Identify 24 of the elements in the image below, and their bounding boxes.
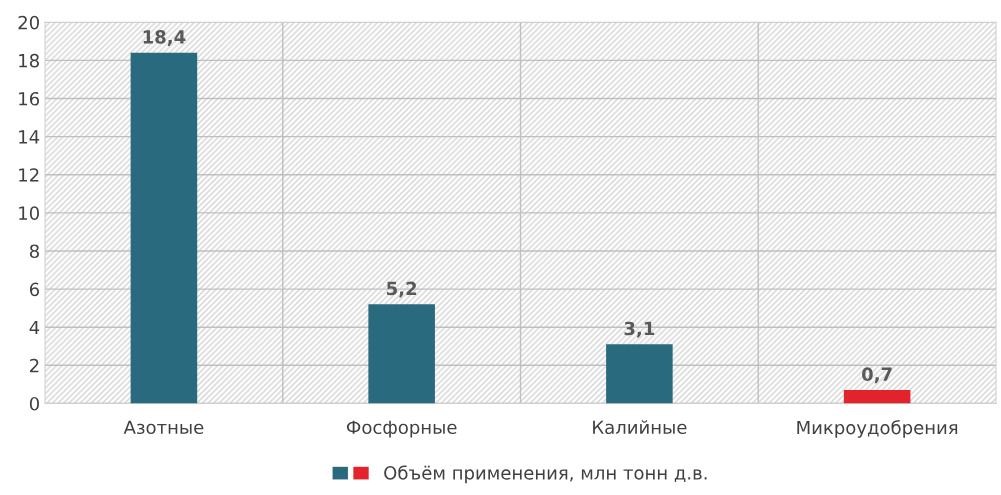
x-tick-label: Фосфорные	[346, 420, 457, 438]
y-tick-label: 10	[19, 206, 39, 220]
y-tick-label: 8	[29, 244, 39, 259]
y-tick-label: 12	[19, 168, 39, 182]
bar	[843, 390, 911, 404]
bar	[368, 304, 435, 404]
x-tick-label: Азотные	[123, 420, 204, 435]
y-tick-label: 6	[29, 282, 40, 297]
x-tick-label: Микроудобрения	[797, 420, 958, 438]
y-tick-label: 20	[18, 15, 39, 30]
y-tick-label: 18	[19, 53, 39, 68]
data-label: 0,7	[862, 367, 892, 384]
y-tick-label: 0	[29, 396, 39, 411]
bar	[130, 52, 198, 404]
x-tick-label: Калийные	[593, 420, 687, 435]
data-label: 3,1	[624, 321, 655, 338]
data-label: 18,4	[143, 30, 186, 47]
legend-label: Объём применения, млн тонн д.в.	[384, 465, 707, 484]
y-tick-label: 14	[19, 130, 40, 144]
data-label: 5,2	[387, 281, 417, 298]
bar	[606, 344, 673, 404]
y-tick-label: 4	[29, 320, 40, 335]
y-tick-label: 16	[19, 91, 40, 106]
y-tick-label: 2	[30, 358, 39, 373]
